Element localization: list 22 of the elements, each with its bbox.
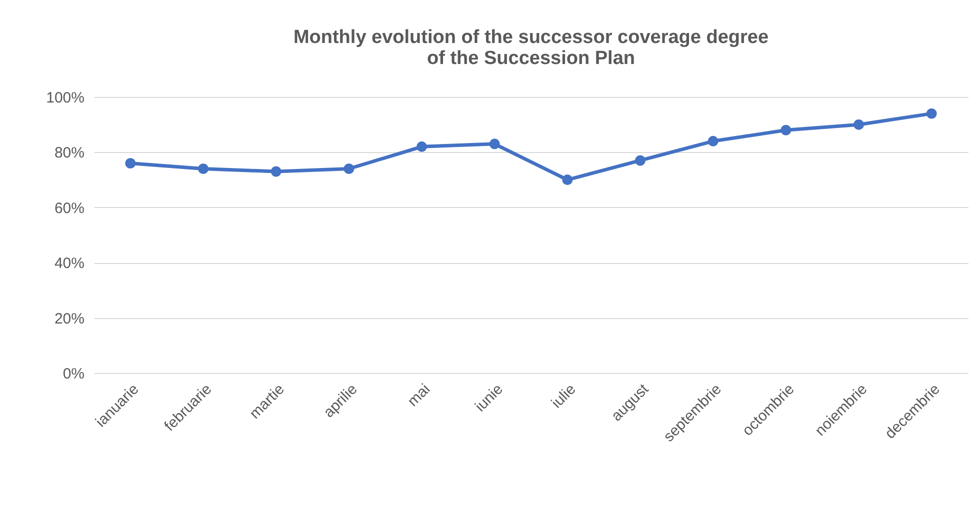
- y-tick-label: 40%: [54, 255, 84, 272]
- y-tick-label: 0%: [62, 366, 84, 382]
- x-tick-label: iulie: [548, 380, 580, 412]
- point: [926, 108, 937, 119]
- chart-title: Monthly evolution of the successor coverage degree of the Succession Plan: [293, 27, 769, 69]
- point: [780, 124, 792, 136]
- y-tick-label: 80%: [54, 144, 84, 162]
- point: [635, 155, 646, 166]
- y-tick-label: 20%: [54, 310, 84, 328]
- point: [125, 158, 136, 168]
- y-tick-label: 60%: [54, 200, 84, 217]
- point: [198, 164, 208, 174]
- point: [562, 174, 573, 186]
- point: [344, 164, 354, 174]
- point: [270, 166, 282, 177]
- point: [489, 138, 500, 150]
- point: [708, 136, 718, 146]
- x-tick-label: mai: [404, 380, 434, 410]
- y-tick-label: 100%: [46, 90, 84, 106]
- point: [416, 141, 427, 152]
- point: [854, 119, 864, 130]
- x-tick-label: iunie: [472, 380, 506, 416]
